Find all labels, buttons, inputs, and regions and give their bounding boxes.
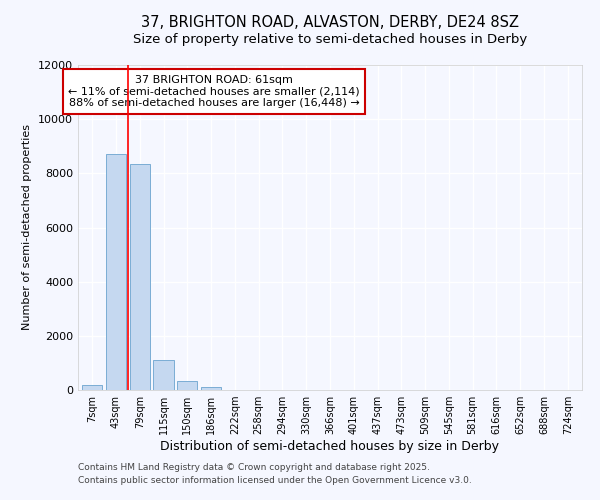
Text: 37, BRIGHTON ROAD, ALVASTON, DERBY, DE24 8SZ: 37, BRIGHTON ROAD, ALVASTON, DERBY, DE24… <box>141 15 519 30</box>
Bar <box>201 388 221 390</box>
Y-axis label: Number of semi-detached properties: Number of semi-detached properties <box>22 124 32 330</box>
Text: Contains HM Land Registry data © Crown copyright and database right 2025.: Contains HM Land Registry data © Crown c… <box>78 464 430 472</box>
X-axis label: Distribution of semi-detached houses by size in Derby: Distribution of semi-detached houses by … <box>161 440 499 453</box>
Bar <box>130 164 150 390</box>
Text: 37 BRIGHTON ROAD: 61sqm
← 11% of semi-detached houses are smaller (2,114)
88% of: 37 BRIGHTON ROAD: 61sqm ← 11% of semi-de… <box>68 74 360 108</box>
Bar <box>106 154 126 390</box>
Bar <box>82 384 103 390</box>
Bar <box>177 382 197 390</box>
Text: Size of property relative to semi-detached houses in Derby: Size of property relative to semi-detach… <box>133 32 527 46</box>
Text: Contains public sector information licensed under the Open Government Licence v3: Contains public sector information licen… <box>78 476 472 485</box>
Bar <box>154 360 173 390</box>
